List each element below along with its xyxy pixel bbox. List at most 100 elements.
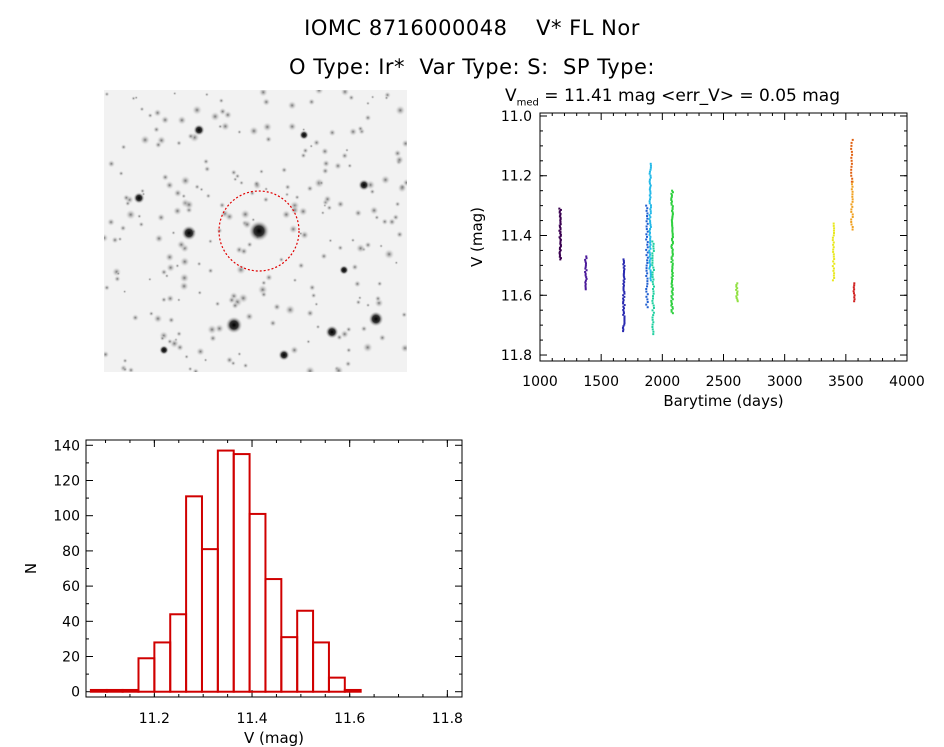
faint-star	[327, 128, 337, 137]
faint-star	[383, 248, 396, 261]
data-point	[645, 204, 648, 207]
data-point	[851, 205, 854, 208]
data-point	[648, 251, 651, 254]
data-point	[646, 301, 649, 304]
faint-star	[394, 200, 401, 208]
data-point	[850, 174, 853, 177]
y-tick-label: 20	[62, 650, 80, 666]
data-point	[671, 262, 674, 265]
data-point	[670, 301, 673, 304]
faint-star	[208, 333, 218, 343]
faint-star	[164, 180, 175, 191]
data-point	[670, 202, 673, 205]
faint-star	[176, 239, 187, 250]
faint-star	[134, 95, 139, 100]
faint-star	[183, 199, 195, 211]
data-point	[850, 144, 853, 147]
faint-star	[172, 188, 183, 198]
data-point	[670, 276, 673, 279]
faint-star	[238, 180, 245, 186]
faint-star	[131, 313, 140, 322]
bright-star	[368, 311, 384, 327]
data-point	[645, 209, 648, 212]
data-point	[648, 180, 651, 183]
data-point	[559, 221, 562, 224]
data-point	[851, 228, 854, 231]
data-point	[670, 220, 673, 223]
data-point	[649, 174, 652, 177]
data-point	[648, 229, 651, 232]
data-point	[646, 280, 649, 283]
data-point	[671, 268, 674, 271]
faint-star	[209, 110, 221, 123]
data-point	[853, 282, 856, 285]
data-point	[559, 208, 562, 211]
faint-star	[261, 121, 273, 133]
bright-star	[133, 192, 145, 204]
data-point	[671, 250, 674, 253]
y-tick-label: 120	[53, 473, 80, 489]
y-tick-label: 100	[53, 509, 80, 525]
chart-title-main: IOMC 8716000048 V* FL Nor	[304, 16, 640, 40]
bright-star	[358, 179, 370, 191]
data-point	[671, 305, 674, 308]
faint-star	[204, 92, 210, 97]
data-point	[853, 288, 856, 291]
data-point	[649, 222, 652, 225]
faint-star	[160, 115, 170, 125]
faint-star	[258, 168, 265, 175]
data-point	[831, 236, 834, 239]
data-point	[671, 234, 674, 237]
data-point	[646, 235, 649, 238]
data-point	[584, 258, 587, 261]
faint-star	[118, 170, 125, 177]
data-point	[850, 183, 853, 186]
faint-star	[345, 325, 353, 333]
data-point	[558, 247, 561, 250]
star-field-image	[104, 90, 407, 372]
data-point	[622, 261, 625, 264]
data-point	[649, 212, 652, 215]
data-point	[649, 271, 652, 274]
data-point	[649, 257, 652, 260]
faint-star	[196, 261, 202, 267]
data-point	[671, 228, 674, 231]
data-point	[651, 318, 654, 321]
data-point	[622, 325, 625, 328]
data-point	[833, 272, 836, 275]
faint-star	[284, 183, 292, 191]
faint-star	[152, 313, 164, 324]
faint-star	[106, 217, 116, 227]
faint-star	[239, 208, 251, 220]
data-point	[671, 214, 674, 217]
data-point	[585, 255, 588, 258]
data-point	[670, 198, 673, 201]
faint-star	[313, 90, 325, 96]
faint-star	[236, 351, 242, 357]
data-point	[622, 310, 625, 313]
y-tick-label: 0	[71, 685, 80, 701]
data-point	[623, 291, 626, 294]
data-point	[671, 191, 674, 194]
faint-star	[183, 354, 190, 360]
faint-star	[345, 346, 353, 354]
histogram-bar	[248, 512, 267, 693]
data-point	[736, 290, 739, 293]
faint-star	[355, 298, 362, 306]
vmed-sub: med	[516, 97, 539, 109]
y-axis-label: N	[22, 563, 40, 574]
data-point	[559, 234, 562, 237]
data-point	[652, 314, 655, 317]
data-point	[646, 256, 649, 259]
data-point	[671, 278, 674, 281]
y-tick-label: 11.0	[501, 109, 532, 125]
data-point	[649, 208, 652, 211]
data-point	[649, 237, 652, 240]
faint-star	[239, 246, 249, 256]
data-point	[832, 260, 835, 263]
faint-star	[195, 346, 206, 357]
data-point	[671, 216, 674, 219]
data-point	[671, 264, 674, 267]
data-point	[559, 227, 562, 230]
data-point	[646, 272, 649, 275]
